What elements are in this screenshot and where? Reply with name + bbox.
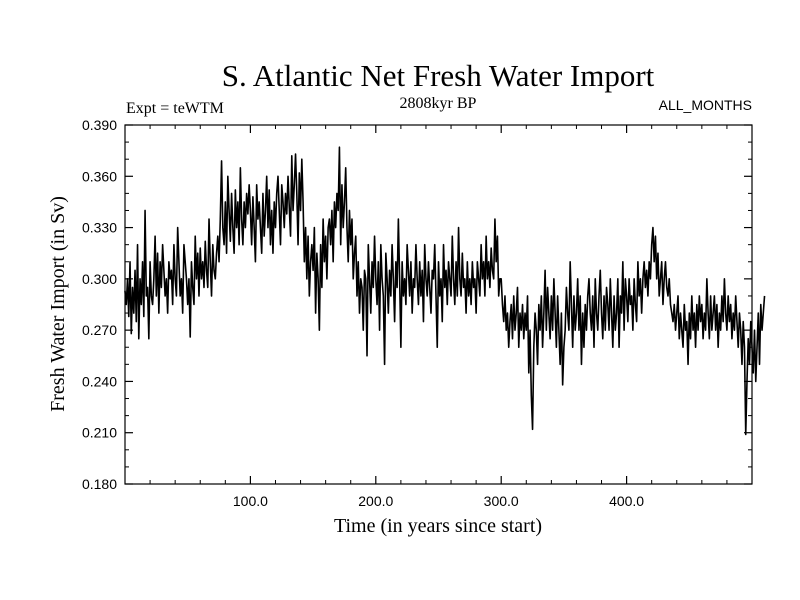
- plot-border: [124, 124, 753, 485]
- y-axis-label: Fresh Water Import (in Sv): [47, 196, 69, 412]
- y-tick-label: 0.270: [82, 322, 117, 338]
- plot-area: [124, 124, 753, 485]
- series-line: [124, 146, 766, 436]
- x-tick-label: 300.0: [484, 493, 519, 509]
- x-tick-label: 100.0: [233, 493, 268, 509]
- subtitle-center: 2808kyr BP: [400, 95, 477, 112]
- y-tick-label: 0.300: [82, 271, 117, 287]
- y-tick-label: 0.330: [82, 220, 117, 236]
- y-axis: 0.180 0.210 0.240 0.270 0.300 0.330 0.360 0.390: [82, 117, 752, 492]
- y-tick-label: 0.180: [82, 476, 117, 492]
- x-tick-label: 400.0: [609, 493, 644, 509]
- series-group: [124, 146, 766, 436]
- x-axis: 100.0 200.0 300.0 400.0: [149, 125, 728, 509]
- x-axis-label: Time (in years since start): [334, 515, 542, 537]
- y-tick-label: 0.360: [82, 168, 117, 184]
- y-tick-label: 0.240: [82, 373, 117, 389]
- y-tick-label: 0.210: [82, 425, 117, 441]
- subtitle-left: Expt = teWTM: [126, 100, 224, 117]
- chart-title: S. Atlantic Net Fresh Water Import: [222, 58, 655, 93]
- x-tick-label: 200.0: [358, 493, 393, 509]
- y-tick-label: 0.390: [82, 117, 117, 133]
- subtitle-right: ALL_MONTHS: [659, 97, 752, 113]
